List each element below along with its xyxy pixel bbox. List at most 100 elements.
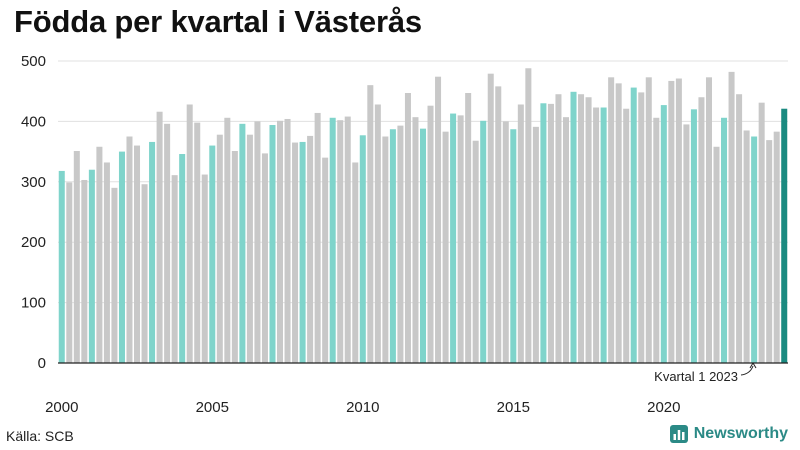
y-axis-tick-labels: 0 100 200 300 400 500	[21, 53, 46, 372]
chart-title: Födda per kvartal i Västerås	[14, 4, 422, 39]
annotation-arrowhead	[749, 362, 757, 369]
bar	[698, 97, 705, 364]
bar	[705, 77, 712, 363]
bar	[736, 94, 743, 363]
bar	[721, 117, 728, 363]
y-tick-label: 0	[38, 355, 46, 372]
bar	[668, 80, 675, 364]
bar	[427, 105, 434, 363]
x-tick-label: 2010	[346, 399, 379, 416]
bar	[216, 134, 223, 363]
bar	[194, 122, 201, 363]
bar	[118, 151, 125, 363]
bar	[81, 179, 88, 363]
bar	[292, 142, 299, 363]
bar	[758, 102, 765, 364]
bar	[593, 107, 600, 363]
bar	[487, 73, 494, 364]
bar	[246, 134, 253, 363]
bar	[630, 87, 637, 363]
bar	[88, 169, 95, 363]
bar	[562, 117, 569, 363]
bar	[164, 123, 171, 363]
bar	[600, 107, 607, 363]
x-axis: 2000 2005 2010 2015 2020	[45, 362, 788, 416]
bar	[269, 125, 276, 364]
bar	[442, 131, 449, 363]
bar	[352, 162, 359, 363]
bar	[209, 145, 216, 363]
bar	[510, 129, 517, 363]
bar	[186, 104, 193, 364]
bar	[540, 103, 547, 363]
bar	[224, 117, 231, 363]
bar	[134, 145, 141, 363]
bar	[382, 136, 389, 363]
bar	[683, 124, 690, 363]
bar	[201, 174, 208, 363]
annotation-label: Kvartal 1 2023	[654, 369, 738, 384]
bar	[179, 154, 186, 363]
bar	[585, 97, 592, 364]
bar	[126, 136, 133, 363]
y-tick-label: 500	[21, 53, 46, 70]
bar	[141, 184, 148, 363]
x-tick-label: 2015	[497, 399, 530, 416]
bar	[743, 130, 750, 363]
bar	[480, 120, 487, 363]
bar-chart-icon	[669, 425, 688, 443]
bar	[149, 141, 156, 363]
bar	[457, 115, 464, 363]
bar	[570, 91, 577, 364]
bar	[517, 104, 524, 364]
bar	[578, 94, 585, 363]
bar	[397, 125, 404, 363]
bar	[239, 123, 246, 363]
bar	[96, 146, 103, 363]
bar	[66, 182, 73, 363]
bar	[781, 108, 788, 363]
bar	[404, 93, 411, 363]
bar	[156, 111, 163, 364]
bar	[638, 92, 645, 363]
bar	[532, 126, 539, 363]
bar	[495, 86, 502, 364]
bar	[660, 105, 667, 363]
bar	[359, 135, 366, 363]
y-tick-label: 400	[21, 113, 46, 130]
bar	[322, 157, 329, 363]
bar	[299, 141, 306, 363]
bar	[261, 153, 268, 363]
bar	[555, 94, 562, 363]
bar	[231, 151, 238, 363]
brand-logo: Newsworthy	[669, 425, 788, 443]
bar	[502, 121, 509, 364]
bar	[751, 136, 758, 363]
bar	[525, 68, 532, 363]
bars	[58, 68, 788, 364]
bar	[766, 140, 773, 363]
bar	[465, 93, 472, 363]
bar	[547, 103, 554, 363]
bar	[450, 113, 457, 363]
bar	[103, 162, 110, 363]
bar	[254, 121, 261, 364]
bar	[773, 131, 780, 363]
bar	[344, 116, 351, 363]
bar	[307, 135, 314, 363]
x-tick-label: 2005	[196, 399, 229, 416]
bar	[472, 140, 479, 363]
bar	[284, 118, 291, 363]
bar	[653, 117, 660, 363]
y-tick-label: 200	[21, 234, 46, 251]
x-tick-label: 2020	[647, 399, 680, 416]
bar	[329, 117, 336, 363]
y-tick-label: 100	[21, 295, 46, 312]
bar	[314, 112, 321, 363]
source-note: Källa: SCB	[6, 428, 74, 444]
bar	[412, 117, 419, 363]
bar	[608, 77, 615, 363]
y-tick-label: 300	[21, 174, 46, 191]
bar	[675, 78, 682, 364]
